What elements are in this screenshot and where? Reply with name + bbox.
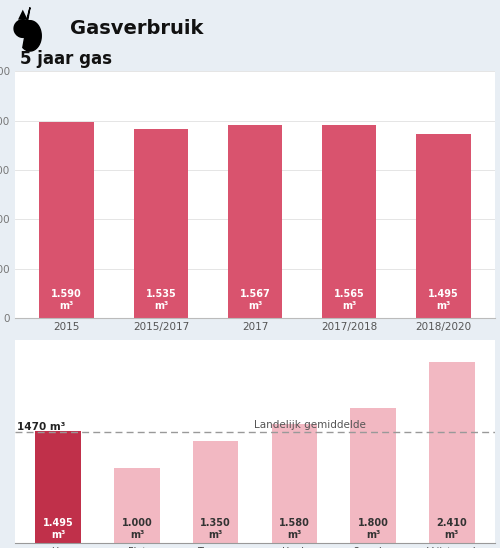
Bar (228, 124, 282, 318)
Text: Landelijk gemiddelde: Landelijk gemiddelde (254, 420, 366, 430)
Text: 1.535
m³: 1.535 m³ (146, 289, 176, 311)
Bar (272, 424, 317, 543)
Text: 1470 m³: 1470 m³ (18, 423, 66, 432)
Text: Gasverbruik: Gasverbruik (70, 19, 203, 38)
Bar (350, 408, 396, 543)
Bar (322, 125, 376, 318)
Text: 1.495
m³: 1.495 m³ (428, 289, 458, 311)
Bar (429, 362, 474, 543)
Bar (114, 467, 160, 543)
Text: ▲: ▲ (18, 8, 28, 21)
Text: 2.410
m³: 2.410 m³ (436, 518, 467, 540)
Bar (193, 441, 238, 543)
Bar (36, 431, 81, 543)
Bar (134, 129, 188, 318)
Bar (416, 134, 470, 318)
Text: 1.567
m³: 1.567 m³ (240, 289, 270, 311)
Text: 1.590
m³: 1.590 m³ (52, 289, 82, 311)
Text: ●: ● (12, 16, 34, 39)
Text: 1.350
m³: 1.350 m³ (200, 518, 231, 540)
Text: 1.580
m³: 1.580 m³ (279, 518, 310, 540)
Polygon shape (23, 8, 41, 51)
Text: 🔥: 🔥 (20, 28, 21, 30)
Text: 5 jaar gas: 5 jaar gas (20, 50, 112, 68)
Text: 1.000
m³: 1.000 m³ (122, 518, 152, 540)
Text: 1.800
m³: 1.800 m³ (358, 518, 388, 540)
Text: 1.495
m³: 1.495 m³ (43, 518, 74, 540)
Bar (40, 122, 94, 318)
Text: 1.565
m³: 1.565 m³ (334, 289, 364, 311)
